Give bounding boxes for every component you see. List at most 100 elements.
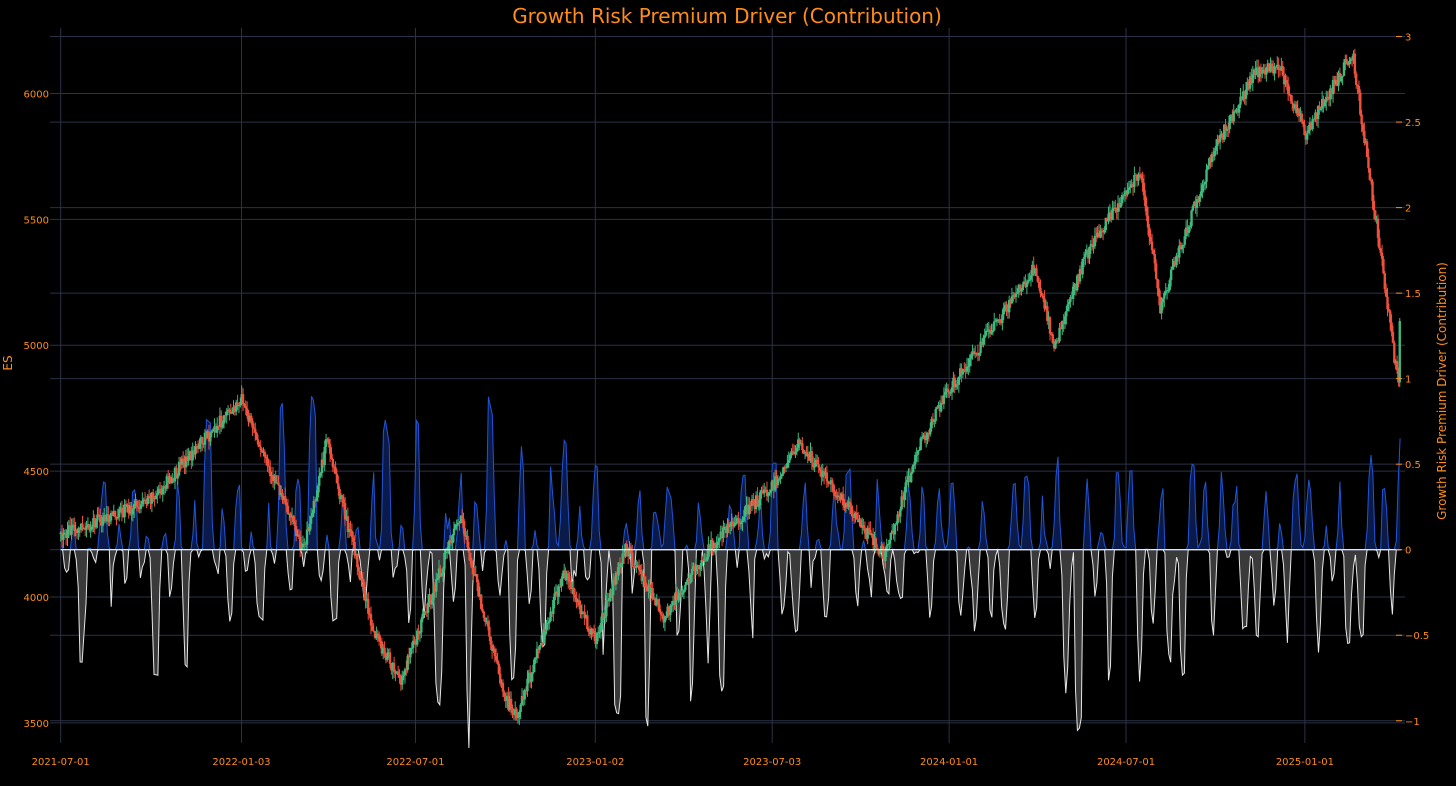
candle-body bbox=[132, 503, 136, 510]
candle-body bbox=[323, 446, 326, 466]
candle-body bbox=[601, 613, 604, 624]
candle-body bbox=[1081, 258, 1084, 275]
candle-body bbox=[1322, 98, 1325, 106]
candle-body bbox=[138, 507, 141, 509]
candle-body bbox=[618, 562, 622, 568]
candle-body bbox=[1386, 296, 1389, 310]
candle-body bbox=[971, 351, 974, 355]
candle-body bbox=[1146, 215, 1150, 228]
candle-body bbox=[198, 443, 201, 449]
candle-body bbox=[398, 675, 401, 678]
candle-body bbox=[1122, 194, 1125, 197]
candle-body bbox=[1257, 67, 1260, 78]
candle-body bbox=[104, 515, 107, 522]
candle-body bbox=[1291, 101, 1294, 104]
candle-body bbox=[1148, 227, 1151, 238]
candle-body bbox=[1051, 334, 1054, 343]
candle-body bbox=[1285, 80, 1289, 84]
candle-body bbox=[776, 479, 780, 486]
candle-body bbox=[1111, 208, 1114, 220]
candle-body bbox=[733, 524, 736, 527]
candle-body bbox=[979, 341, 982, 353]
candle-body bbox=[479, 594, 483, 609]
candle-body bbox=[1115, 208, 1118, 212]
candle-body bbox=[1306, 133, 1309, 140]
candle-body bbox=[474, 574, 477, 576]
candle-body bbox=[975, 352, 978, 354]
candle-body bbox=[984, 330, 988, 336]
y-tick-label: 3500 bbox=[24, 719, 49, 730]
candle-body bbox=[652, 598, 656, 600]
candle-body bbox=[832, 484, 835, 492]
candle-body bbox=[1017, 285, 1020, 293]
candle-body bbox=[183, 461, 186, 468]
candle-body bbox=[511, 708, 514, 713]
candle-body bbox=[278, 485, 281, 496]
candle-body bbox=[763, 489, 766, 494]
candle-body bbox=[866, 528, 869, 539]
candle-body bbox=[331, 458, 335, 467]
candle-body bbox=[1224, 124, 1227, 131]
candle-body bbox=[988, 329, 992, 334]
candle-body bbox=[1231, 114, 1234, 122]
candle-body bbox=[908, 475, 912, 482]
candle-body bbox=[1269, 63, 1272, 72]
candle-body bbox=[719, 531, 722, 538]
candle-body bbox=[583, 611, 586, 618]
negative-contribution-area bbox=[60, 549, 1401, 748]
candle-body bbox=[524, 689, 528, 692]
candle-body bbox=[734, 522, 737, 525]
candle-body bbox=[1033, 268, 1037, 275]
candle-body bbox=[607, 598, 611, 602]
candle-body bbox=[380, 641, 384, 654]
candle-body bbox=[90, 526, 94, 530]
candle-body bbox=[973, 352, 977, 354]
candle-body bbox=[1103, 229, 1106, 233]
candle-body bbox=[1303, 124, 1306, 136]
candle-body bbox=[805, 452, 808, 457]
candle-body bbox=[194, 446, 197, 455]
candle-body bbox=[1355, 73, 1358, 85]
candle-body bbox=[188, 451, 192, 456]
candle-body bbox=[870, 534, 873, 536]
candle-body bbox=[1097, 232, 1101, 238]
candle-body bbox=[534, 658, 537, 660]
candle-body bbox=[852, 516, 856, 519]
candle-body bbox=[1142, 182, 1146, 196]
candle-body bbox=[301, 543, 305, 548]
candle-body bbox=[1050, 333, 1053, 335]
candle-body bbox=[429, 594, 433, 605]
candle-body bbox=[640, 571, 643, 581]
candle-body bbox=[1214, 146, 1218, 151]
candle-body bbox=[482, 611, 486, 618]
candle-body bbox=[931, 418, 935, 422]
candle-body bbox=[232, 406, 235, 413]
candle-body bbox=[810, 451, 814, 463]
candle-body bbox=[1203, 181, 1207, 185]
candle-body bbox=[478, 594, 482, 597]
candle-body bbox=[365, 598, 369, 602]
candle-body bbox=[428, 594, 431, 603]
candle-body bbox=[674, 591, 677, 606]
candle-body bbox=[945, 388, 948, 392]
candle-body bbox=[850, 506, 853, 514]
candle-body bbox=[803, 452, 807, 454]
candle-body bbox=[980, 341, 984, 345]
candle-body bbox=[470, 561, 473, 568]
candle-body bbox=[98, 515, 102, 523]
candle-body bbox=[1186, 227, 1189, 233]
candle-body bbox=[1297, 108, 1301, 116]
candle-body bbox=[226, 409, 230, 412]
candle-body bbox=[1337, 72, 1340, 86]
candle-body bbox=[699, 566, 702, 570]
candle-body bbox=[1086, 250, 1090, 259]
candle-body bbox=[135, 500, 139, 507]
y2-tick-label: −1 bbox=[1405, 717, 1420, 728]
candle-body bbox=[85, 526, 88, 530]
candle-body bbox=[899, 509, 902, 517]
candle-body bbox=[701, 560, 705, 562]
candle-body bbox=[403, 669, 407, 676]
candle-body bbox=[307, 529, 310, 532]
candle-body bbox=[675, 591, 679, 600]
x-tick-label: 2024-01-01 bbox=[920, 757, 978, 768]
